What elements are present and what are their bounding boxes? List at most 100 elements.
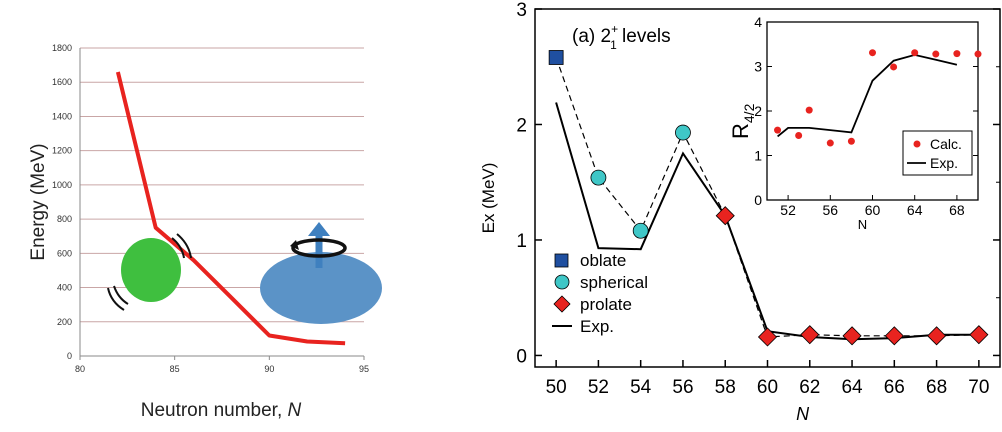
inset-y-tick-label: 3 (754, 59, 762, 75)
spherical-marker (675, 124, 691, 141)
y-tick-label: 0 (516, 346, 527, 367)
inset-chart: 0 1 2 3 4 52 56 60 64 68 N R4/2 Calc. Exp. (728, 14, 982, 232)
x-axis-label: Neutron number, N (141, 400, 302, 421)
inset-x-tick-label: 68 (949, 202, 965, 218)
y-tick-label: 3 (516, 0, 527, 21)
x-tick-label: 80 (75, 364, 85, 374)
prolate-marker (757, 327, 778, 347)
y-tick-label: 2 (516, 115, 527, 136)
rotation-arrowhead-icon (290, 240, 299, 250)
inset-x-tick-label: 64 (907, 202, 923, 218)
deformed-nucleus-icon (260, 252, 382, 324)
inset-y-axis-label-sub: 4/2 (741, 103, 757, 123)
x-tick-label: 90 (264, 364, 274, 374)
inset-x-tick-label: 60 (865, 202, 881, 218)
inset-calc-point (805, 106, 813, 114)
y-tick-label: 1200 (52, 146, 72, 156)
prolate-marker (842, 326, 862, 346)
inset-calc-point (911, 49, 919, 57)
y-tick-label: 400 (57, 283, 72, 293)
inset-x-tick-label: 56 (823, 202, 839, 218)
legend-label: spherical (580, 273, 648, 292)
arrowhead-icon (308, 222, 330, 236)
vibration-arc-icon (113, 285, 129, 305)
energy-line (115, 71, 346, 346)
legend-spherical-marker (554, 274, 570, 290)
x-tick-label: 95 (359, 364, 369, 374)
inset-legend-box (902, 130, 973, 176)
panel-label-sup: + (611, 22, 618, 36)
inset-y-axis-label-main: R (728, 123, 753, 139)
y-tick-label: 600 (57, 248, 72, 258)
y-tick-label: 1600 (52, 77, 72, 87)
x-axis-label-var: N (288, 400, 302, 421)
legend: oblate spherical prolate Exp. (552, 251, 648, 336)
y-axis-label: Energy (MeV) (28, 143, 49, 260)
inset-calc-point (795, 131, 803, 139)
spherical-nucleus-icon (121, 238, 181, 302)
legend-label: prolate (580, 295, 632, 314)
inset-calc-point (932, 50, 940, 58)
vibration-arc-icon (107, 287, 125, 311)
x-tick-label: 68 (926, 377, 947, 398)
x-axis-label: N (796, 404, 810, 424)
legend-label: Exp. (580, 317, 614, 336)
inset-calc-point (974, 50, 982, 58)
prolate-marker (800, 325, 820, 345)
energy-chart: 0 200 400 600 800 1000 1200 1400 1600 1800 80 85 90 9… (28, 43, 382, 421)
inset-exp-line (777, 53, 958, 138)
inset-x-axis-label: N (858, 217, 867, 232)
x-tick-label: 70 (968, 377, 989, 398)
panel-label: (a) 2+ 1 levels (572, 22, 671, 52)
legend-prolate-marker (553, 295, 571, 313)
y-tick-label: 1 (516, 231, 527, 252)
inset-calc-point (826, 139, 834, 147)
excitation-chart: 0 1 2 3 50 52 54 56 58 60 62 64 66 68 70 Ex (MeV) N (a) 2… (479, 0, 1001, 424)
inset-legend-label: Exp. (930, 155, 958, 171)
x-tick-label: 52 (588, 377, 609, 398)
prolate-marker (715, 206, 735, 226)
x-tick-label: 62 (799, 377, 820, 398)
inset-x-tick-label: 52 (780, 202, 796, 218)
inset-y-tick-label: 4 (754, 14, 762, 30)
x-axis-label-text: Neutron number, (141, 400, 288, 421)
y-tick-label: 1800 (52, 43, 72, 53)
x-tick-label: 60 (757, 377, 778, 398)
vibration-arc-icon (176, 233, 192, 259)
y-tick-label: 800 (57, 214, 72, 224)
prolate-marker (969, 325, 989, 345)
inset-y-tick-label: 1 (754, 148, 762, 164)
y-tick-label: 200 (57, 317, 72, 327)
inset-y-tick-label: 2 (754, 103, 762, 119)
x-tick-label: 66 (884, 377, 905, 398)
x-tick-label: 85 (170, 364, 180, 374)
inset-calc-point (774, 126, 782, 134)
oblate-marker (548, 50, 564, 65)
inset-y-tick-label: 0 (754, 192, 762, 208)
inset-calc-point (890, 63, 898, 71)
y-tick-label: 0 (67, 351, 72, 361)
rotation-arrow-icon (291, 238, 347, 258)
x-tick-label: 64 (841, 377, 863, 398)
y-tick-label: 1400 (52, 111, 72, 121)
legend-oblate-marker (554, 253, 569, 268)
prolate-marker (927, 326, 947, 346)
inset-y-axis-label: R4/2 (728, 103, 757, 139)
x-tick-label: 58 (715, 377, 736, 398)
spherical-marker (632, 222, 649, 239)
panel-label-sub: 1 (610, 38, 617, 52)
x-tick-label: 56 (672, 377, 693, 398)
panel-label-text: (a) 2 (572, 26, 611, 47)
panel-label-tail: levels (617, 26, 671, 47)
inset-calc-point (869, 49, 876, 57)
x-tick-label: 54 (630, 377, 652, 398)
inset-legend-label: Calc. (930, 136, 962, 152)
legend-label: oblate (580, 251, 626, 270)
y-tick-label: 1000 (52, 180, 72, 190)
inset-legend-calc-marker (913, 140, 921, 148)
vibration-arc-icon (171, 237, 185, 259)
y-axis-label: Ex (MeV) (479, 163, 498, 234)
inset-calc-point (847, 137, 855, 145)
prolate-marker (884, 326, 904, 346)
spherical-marker (590, 169, 607, 186)
